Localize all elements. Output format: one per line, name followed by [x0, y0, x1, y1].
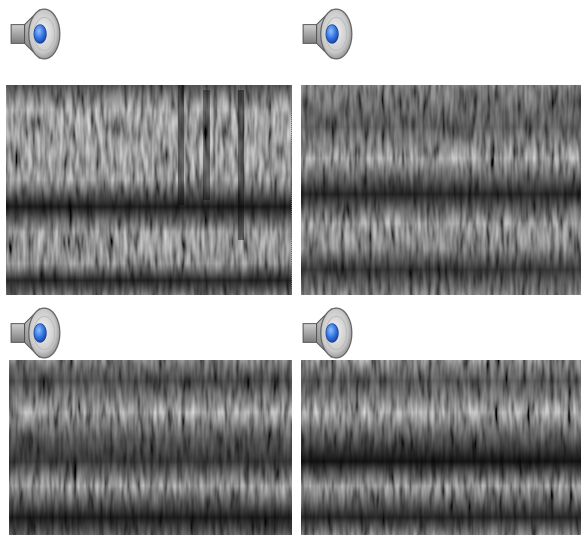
spectrogram	[9, 360, 292, 535]
audio-icon[interactable]	[11, 9, 60, 59]
audio-icon[interactable]	[11, 308, 60, 358]
spectrogram	[301, 85, 581, 295]
audio-icon[interactable]	[303, 9, 352, 59]
spectrogram	[6, 85, 292, 295]
audio-icon[interactable]	[303, 308, 352, 358]
spectrogram	[301, 360, 581, 535]
